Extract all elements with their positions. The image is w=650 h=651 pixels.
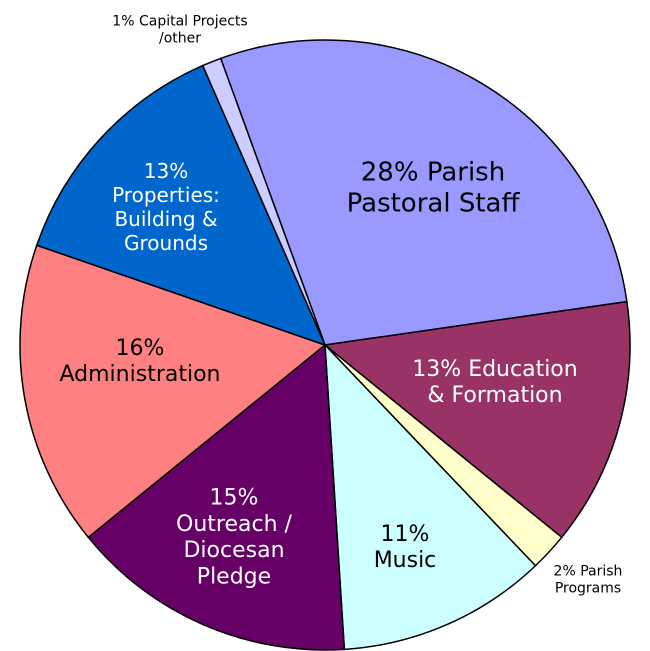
category-label: Pledge (197, 565, 271, 590)
pie-slice (87, 343, 346, 651)
space (419, 157, 427, 187)
label-line: 13% Education (412, 357, 577, 382)
category-label: Outreach / (176, 512, 292, 537)
label-line: 28% Parish (361, 157, 505, 187)
category-label: Education (468, 357, 578, 382)
slice-label: 2% Parish Programs (554, 564, 623, 597)
category-label: Programs (555, 580, 621, 596)
category-label: /other (159, 30, 201, 46)
category-label: Music (374, 548, 437, 573)
slice-label: 1% Capital Projects/other (112, 14, 247, 47)
category-label: Grounds (124, 231, 208, 255)
value-label: 15% (210, 485, 259, 510)
slice-label: 28% Parish Pastoral Staff (347, 157, 521, 218)
slice-label: 13% Education & Formation (412, 357, 577, 408)
category-label: Diocesan (183, 538, 284, 563)
category-label: & Formation (427, 383, 562, 408)
value-label: 16% (116, 336, 165, 361)
category-label: Parish (580, 564, 622, 580)
category-label: Administration (60, 362, 221, 387)
category-label: Capital Projects (139, 14, 248, 30)
pie-slice (19, 244, 327, 539)
slice-label: 16% Administration (60, 336, 221, 387)
pie-slice (219, 39, 628, 346)
value-label: 11% (381, 522, 430, 547)
value-label: 28% (361, 157, 419, 187)
label-line: 2% Parish (554, 564, 623, 580)
slice-label: 13% Properties: Building & Grounds (112, 159, 220, 255)
category-label: Properties: (112, 183, 220, 207)
pie-slice (201, 57, 326, 346)
category-label: Pastoral Staff (347, 188, 521, 218)
value-label: 13% (144, 159, 188, 183)
value-label: 2% (554, 564, 576, 580)
value-label: 13% (412, 357, 461, 382)
slice-label: 15% Outreach / Diocesan Pledge (176, 485, 292, 589)
space (461, 357, 468, 382)
label-line: 1% Capital Projects (112, 14, 247, 30)
category-label: Parish (427, 157, 505, 187)
value-label: 1% (112, 14, 134, 30)
pie-slice (323, 300, 631, 539)
slice-label: 11% Music (374, 522, 437, 573)
pie-slice (324, 342, 537, 651)
pie-slice (35, 64, 327, 347)
category-label: Building & (114, 207, 217, 231)
